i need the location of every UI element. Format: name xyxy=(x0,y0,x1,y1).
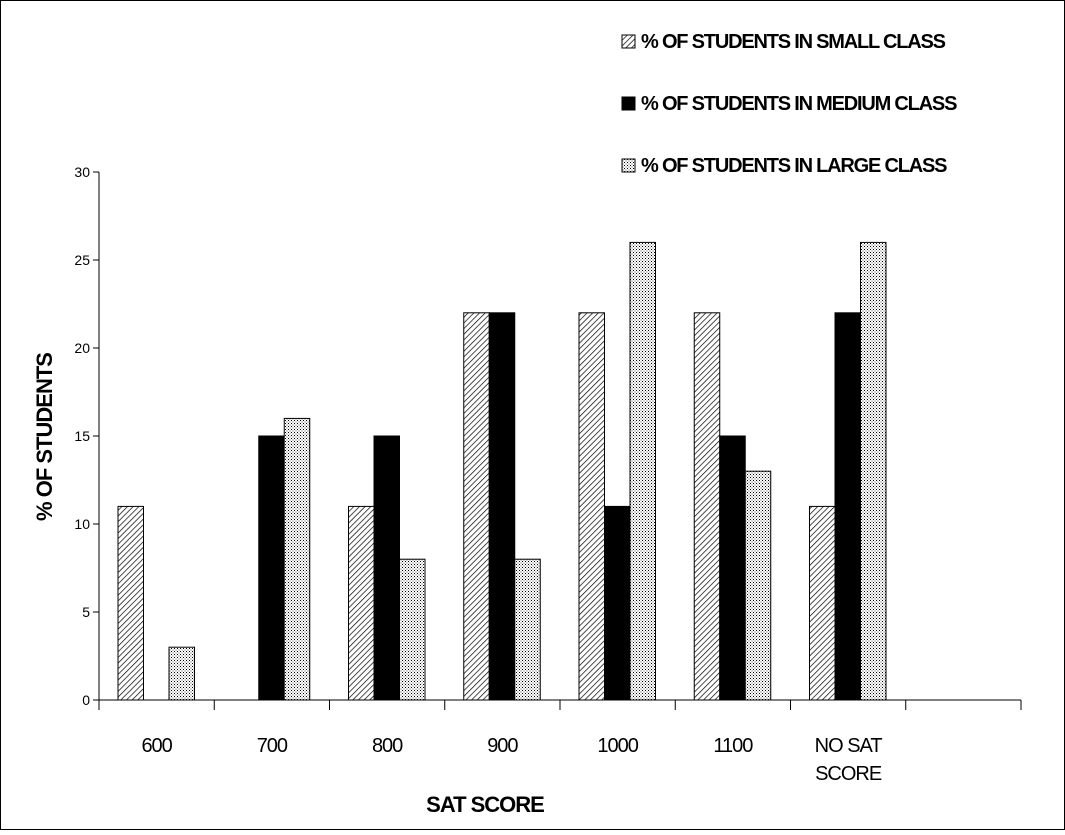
bar-series-2-cat-4 xyxy=(488,312,516,701)
category-labels: 600 700 800 900 1000 1100 NO SAT SCORE xyxy=(141,735,883,785)
bar-series-3-cat-3 xyxy=(399,558,426,701)
y-tick-label: 30 xyxy=(74,164,90,180)
x-category-label: 800 xyxy=(372,735,403,757)
bar-series-1-cat-5 xyxy=(578,312,605,701)
bar-series-1-cat-3 xyxy=(348,505,375,701)
y-tick-label: 0 xyxy=(82,692,90,708)
x-category-label: 1000 xyxy=(597,735,638,757)
y-tick-label: 25 xyxy=(74,252,90,268)
bar-series-1-cat-7 xyxy=(809,505,836,701)
bar-series-2-cat-7 xyxy=(834,312,861,701)
legend-label-1: % OF STUDENTS IN SMALL CLASS xyxy=(641,31,946,53)
y-tick-label: 15 xyxy=(74,428,90,444)
legend-label-3: % OF STUDENTS IN LARGE CLASS xyxy=(641,155,947,177)
y-tick-label: 5 xyxy=(82,604,90,620)
bar-series-1-cat-1 xyxy=(117,505,144,701)
legend-label-2: % OF STUDENTS IN MEDIUM CLASS xyxy=(641,93,957,115)
x-category-label: 700 xyxy=(257,735,288,757)
x-category-label: 900 xyxy=(487,735,518,757)
x-category-label: NO SAT SCORE xyxy=(815,735,883,785)
tick-labels: 0 5 10 15 20 25 30 xyxy=(74,164,90,708)
bar-series-3-cat-2 xyxy=(283,417,311,701)
bars xyxy=(117,241,887,701)
legend-swatch-2 xyxy=(621,96,636,111)
bar-series-2-cat-2 xyxy=(258,435,285,701)
x-category-label: 600 xyxy=(141,735,172,757)
legend-swatch-3 xyxy=(621,158,636,173)
legend-swatch-1 xyxy=(621,34,636,49)
bar-series-2-cat-3 xyxy=(373,435,400,701)
bar-series-3-cat-5 xyxy=(629,241,656,701)
y-tick-label: 10 xyxy=(74,516,90,532)
y-tick-label: 20 xyxy=(74,340,90,356)
bar-series-2-cat-6 xyxy=(719,435,746,701)
y-axis-title: % OF STUDENTS xyxy=(32,353,57,521)
bar-series-3-cat-7 xyxy=(860,241,887,701)
bar-series-3-cat-4 xyxy=(514,558,541,701)
x-category-label: 1100 xyxy=(713,735,753,757)
bar-series-3-cat-1 xyxy=(168,646,195,701)
bar-series-2-cat-5 xyxy=(604,505,631,701)
x-axis-title: SAT SCORE xyxy=(426,792,544,817)
bar-series-1-cat-6 xyxy=(693,312,721,701)
bar-series-3-cat-6 xyxy=(744,470,772,701)
legend: % OF STUDENTS IN SMALL CLASS % OF STUDENT… xyxy=(621,31,958,177)
bar-series-1-cat-4 xyxy=(463,312,490,701)
